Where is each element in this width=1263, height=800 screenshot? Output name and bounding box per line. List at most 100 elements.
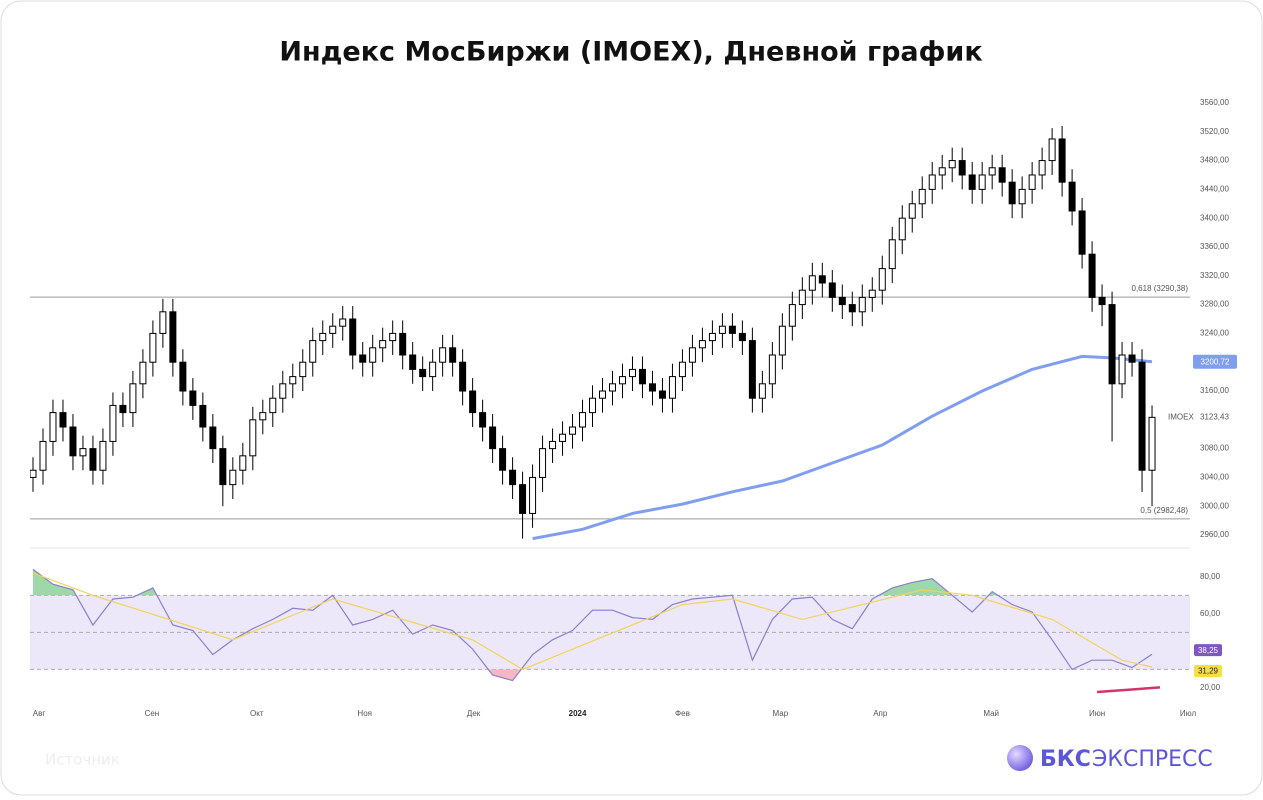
- y-tick-label: 3520,00: [1200, 127, 1229, 136]
- level-label: 0,5 (2982,48): [1140, 506, 1188, 515]
- candle-body: [838, 296, 846, 306]
- candle-body: [249, 419, 257, 457]
- candle-body: [159, 311, 167, 334]
- candle-body: [1028, 174, 1036, 190]
- candle-body: [628, 368, 636, 378]
- candle-body: [569, 426, 577, 435]
- candle-body: [99, 440, 107, 471]
- x-tick-label: 2024: [569, 709, 587, 718]
- candle-body: [369, 347, 377, 363]
- candle-body: [638, 368, 646, 385]
- rsi-label: 31,29: [1198, 667, 1219, 676]
- rsi-line: [32, 568, 1153, 682]
- candle-body: [379, 340, 387, 349]
- candle-body: [279, 383, 287, 399]
- x-tick-label: Июн: [1089, 709, 1105, 718]
- candle-body: [459, 361, 467, 392]
- candle-body: [439, 347, 447, 363]
- candle-body: [728, 325, 736, 334]
- candle-body: [848, 304, 856, 313]
- candle-body: [1008, 181, 1016, 205]
- candle-body: [1108, 304, 1116, 385]
- candle-body: [579, 412, 587, 428]
- candle-body: [399, 332, 407, 356]
- candle-body: [608, 383, 616, 392]
- candle-body: [529, 476, 537, 514]
- candle-body: [968, 174, 976, 190]
- candle-body: [549, 440, 557, 450]
- candle-body: [479, 412, 487, 428]
- candle-body: [89, 448, 97, 471]
- x-tick-label: Фев: [675, 709, 690, 718]
- y-tick-label: 3240,00: [1200, 329, 1229, 338]
- candle-body: [499, 448, 507, 471]
- moving-average: [532, 354, 1153, 541]
- candle-body: [239, 455, 247, 471]
- candle-body: [149, 332, 157, 363]
- source: Источник: [45, 751, 120, 769]
- brand: БКС: [1040, 747, 1091, 772]
- candle-body: [938, 167, 946, 176]
- y-tick-label: 80,00: [1200, 572, 1221, 581]
- candle-body: [189, 390, 197, 406]
- ma-badge: [1193, 354, 1237, 369]
- y-tick-label: 3080,00: [1200, 444, 1229, 453]
- candle-body: [708, 332, 716, 342]
- candle-body: [589, 397, 597, 414]
- candle-body: [888, 239, 896, 270]
- chart-title: Индекс МосБиржи (IMOEX), Дневной график: [279, 37, 982, 68]
- y-tick-label: 3280,00: [1200, 300, 1229, 309]
- candle-body: [918, 188, 926, 205]
- candle-body: [758, 383, 766, 399]
- candle-body: [30, 469, 37, 478]
- x-tick-label: Мар: [773, 709, 789, 718]
- candle-body: [59, 412, 67, 428]
- candle-body: [1038, 160, 1046, 176]
- candle-body: [958, 160, 966, 176]
- candle-body: [818, 275, 826, 284]
- candle-body: [299, 361, 307, 378]
- x-tick-label: Май: [983, 709, 999, 718]
- candle-body: [618, 376, 626, 385]
- candle-body: [1078, 210, 1086, 255]
- series-name: IMOEX: [1168, 412, 1194, 421]
- candle-body: [539, 448, 547, 478]
- candle-body: [1148, 416, 1156, 471]
- candle-body: [39, 440, 47, 471]
- candle-body: [778, 325, 786, 356]
- candle-body: [559, 433, 567, 442]
- logo: [1007, 745, 1033, 771]
- candle-body: [898, 217, 906, 241]
- x-tick-label: Окт: [250, 709, 264, 718]
- candle-body: [808, 275, 816, 291]
- candle-body: [828, 282, 836, 298]
- candle-body: [998, 167, 1006, 183]
- x-tick-label: Авг: [33, 709, 46, 718]
- candle-body: [139, 361, 147, 385]
- candle-body: [868, 289, 876, 298]
- divergence-line: [1097, 686, 1161, 694]
- rsi-line: [32, 572, 1153, 671]
- candle-body: [219, 448, 227, 486]
- candle-body: [349, 318, 357, 356]
- candle-body: [319, 332, 327, 342]
- candle-body: [748, 340, 756, 399]
- candle-body: [698, 340, 706, 349]
- y-tick-label: 60,00: [1200, 609, 1221, 618]
- candle-body: [1088, 253, 1096, 298]
- candle-body: [878, 268, 886, 291]
- candle-body: [339, 318, 347, 327]
- candle-body: [1118, 354, 1126, 385]
- candle-body: [658, 390, 666, 399]
- candle-body: [449, 347, 457, 363]
- candle-body: [49, 412, 57, 442]
- candle-body: [309, 340, 317, 363]
- candle-body: [788, 304, 796, 327]
- last-price-label: 3123,43: [1200, 412, 1229, 421]
- candle-body: [599, 390, 607, 399]
- candle-body: [119, 404, 127, 414]
- x-tick-label: Ноя: [357, 709, 372, 718]
- candle-body: [129, 383, 137, 414]
